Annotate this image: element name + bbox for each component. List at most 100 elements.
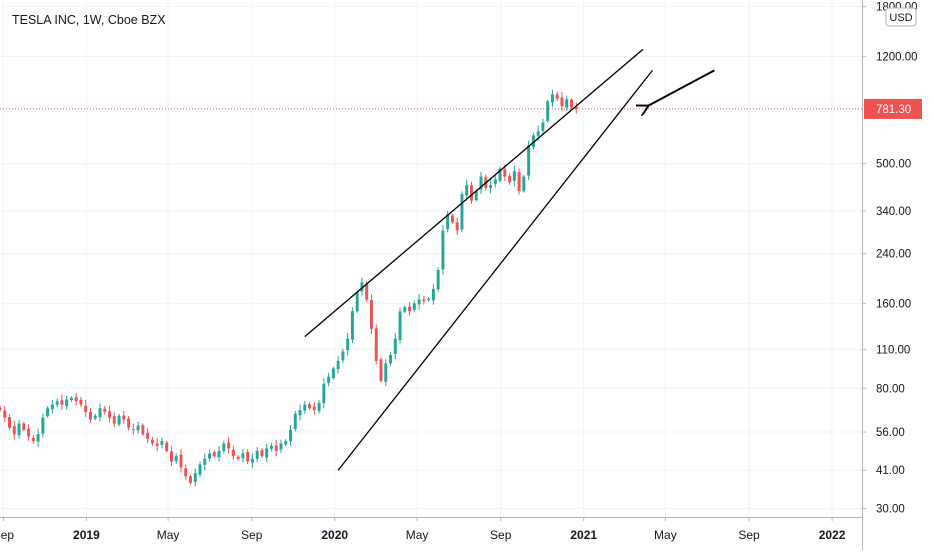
candle-up <box>269 445 273 449</box>
candle-down <box>408 306 412 312</box>
candle-down <box>574 107 578 110</box>
candle-up <box>412 303 416 310</box>
candle-up <box>46 408 50 417</box>
candle-down <box>470 185 473 201</box>
candle-up <box>136 425 140 431</box>
candle-up <box>241 453 245 459</box>
candle-down <box>146 432 150 439</box>
candle-up <box>493 179 497 185</box>
candle-up <box>427 298 431 301</box>
candle-up <box>217 450 221 458</box>
candle-up <box>279 443 283 450</box>
candle-up <box>355 292 359 312</box>
candle-up <box>350 311 354 340</box>
candle-up <box>98 408 102 418</box>
candle-down <box>179 454 183 468</box>
candle-up <box>441 230 445 270</box>
candle-up <box>36 434 40 442</box>
candle-down <box>27 428 31 437</box>
time-tick-label: 2021 <box>570 528 597 542</box>
time-tick-label: Sep <box>0 528 14 542</box>
candle-down <box>570 99 573 108</box>
candle-down <box>517 172 521 192</box>
time-tick-label: 2019 <box>73 528 100 542</box>
candle-down <box>374 328 378 361</box>
candle-up <box>17 423 21 436</box>
candle-up <box>336 360 340 370</box>
candle-up <box>460 194 464 230</box>
candle-down <box>74 397 78 402</box>
candle-down <box>365 283 369 300</box>
candle-down <box>60 400 64 405</box>
candle-down <box>141 425 145 435</box>
candle-down <box>79 399 83 405</box>
candle-down <box>165 442 169 451</box>
candle-up <box>203 458 207 465</box>
candle-up <box>50 404 54 410</box>
price-tick-label: 80.00 <box>876 383 905 395</box>
candle-up <box>398 311 402 341</box>
candle-down <box>89 411 92 420</box>
candle-down <box>122 415 126 420</box>
candle-down <box>112 416 116 424</box>
time-tick-label: 2022 <box>819 528 846 542</box>
candle-up <box>431 288 435 301</box>
candle-down <box>450 215 454 223</box>
candle-up <box>541 122 545 132</box>
candle-down <box>155 443 159 446</box>
candle-up <box>65 399 69 407</box>
candle-up <box>222 443 226 451</box>
candle-down <box>260 449 264 457</box>
candle-down <box>227 442 231 449</box>
price-tick-label: 110.00 <box>876 344 910 356</box>
currency-badge <box>885 7 917 27</box>
candle-up <box>255 450 259 459</box>
candle-up <box>174 456 178 462</box>
candle-up <box>284 441 288 445</box>
candle-down <box>103 408 107 412</box>
candle-down <box>127 418 131 428</box>
candle-up <box>384 363 388 382</box>
price-tick-label: 340.00 <box>876 206 911 218</box>
candle-down <box>274 445 278 451</box>
candle-down <box>455 222 459 231</box>
time-tick-label: Sep <box>490 528 512 542</box>
candle-down <box>422 299 426 302</box>
candle-down <box>8 417 12 428</box>
candle-up <box>527 145 531 176</box>
candle-up <box>208 453 212 459</box>
last-price-badge <box>864 98 922 119</box>
candle-up <box>265 448 269 458</box>
candle-up <box>522 176 526 192</box>
candle-up <box>303 404 307 411</box>
candle-up <box>55 401 59 405</box>
chart-title: TESLA INC, 1W, Cboe BZX <box>12 13 166 27</box>
candle-down <box>312 406 316 411</box>
annotation-arrow <box>648 69 715 106</box>
time-tick-label: Sep <box>738 528 760 542</box>
candle-up <box>317 402 321 412</box>
candle-down <box>308 404 312 409</box>
price-tick-label: 1200.00 <box>876 51 918 63</box>
candle-up <box>565 99 569 108</box>
candle-up <box>531 135 535 147</box>
candle-up <box>293 413 297 429</box>
candle-up <box>250 458 254 463</box>
candle-up <box>360 282 364 292</box>
candle-up <box>389 354 392 364</box>
candle-down <box>22 423 26 430</box>
time-tick-label: Sep <box>241 528 263 542</box>
candle-down <box>84 405 88 412</box>
candle-up <box>346 338 350 351</box>
candle-up <box>436 269 440 290</box>
candle-down <box>236 456 240 459</box>
candle-up <box>160 441 164 445</box>
candle-up <box>393 338 397 354</box>
candle-up <box>403 307 407 312</box>
candle-up <box>198 464 202 475</box>
candle-up <box>341 351 345 361</box>
candle-down <box>3 410 7 418</box>
lower-channel-line <box>337 69 653 471</box>
